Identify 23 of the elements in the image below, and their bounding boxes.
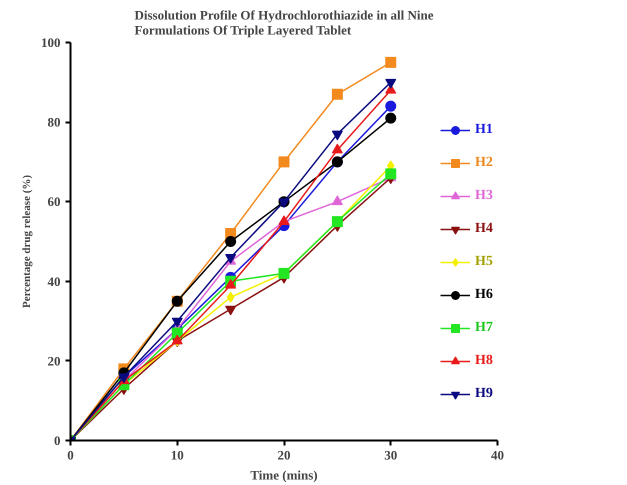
- x-tick-label: 20: [278, 448, 290, 462]
- y-tick-label: 100: [41, 35, 60, 50]
- y-axis-title: Percentage drug release (%): [21, 174, 33, 308]
- x-tick-label: 30: [384, 448, 398, 462]
- x-tick-label: 10: [170, 448, 184, 462]
- legend-label: H6: [475, 287, 494, 303]
- y-tick-label: 20: [48, 353, 60, 368]
- legend-label: H2: [475, 155, 494, 171]
- legend-label: H3: [475, 188, 494, 204]
- legend-label: H7: [475, 320, 494, 336]
- legend-label: H4: [475, 221, 494, 237]
- x-tick-label: 40: [491, 448, 504, 462]
- chart-title: Dissolution Profile Of Hydrochlorothiazide in all Nine Formulations Of Triple Layered Tablet: [134, 8, 434, 38]
- y-tick-label: 0: [54, 433, 60, 448]
- legend-label: H9: [475, 386, 494, 402]
- y-tick-label: 40: [48, 274, 60, 289]
- y-tick-label: 60: [48, 194, 60, 210]
- legend-label: H5: [475, 254, 494, 270]
- y-tick-label: 80: [48, 114, 60, 130]
- x-tick-label: 0: [67, 448, 74, 462]
- legend-label: H1: [475, 122, 494, 138]
- x-axis-title: Time (mins): [250, 468, 318, 482]
- legend-label: H8: [475, 353, 494, 369]
